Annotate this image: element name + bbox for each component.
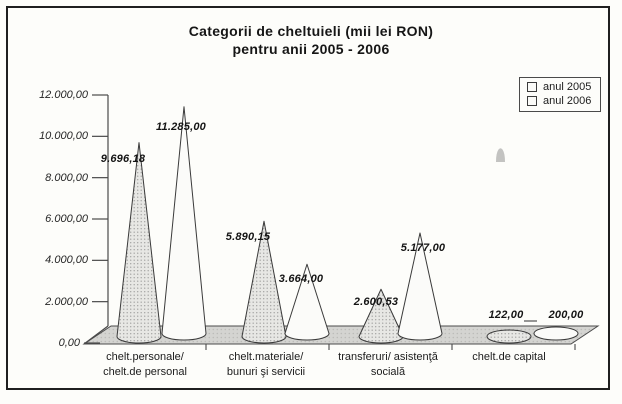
page-border bbox=[6, 6, 610, 390]
y-tick-label: 6.000,00 bbox=[45, 213, 88, 225]
value-label: 9.696,18 bbox=[100, 153, 146, 165]
legend-swatch-2005 bbox=[527, 82, 537, 92]
cone-anul-2006 bbox=[397, 232, 443, 341]
cone-anul-2005 bbox=[241, 220, 287, 344]
cone-anul-2006 bbox=[533, 326, 579, 341]
chart-title-line-2: pentru anii 2005 - 2006 bbox=[232, 41, 390, 57]
legend-swatch-2006 bbox=[527, 96, 537, 106]
value-label: 5.890,15 bbox=[225, 231, 271, 243]
cone-anul-2005 bbox=[358, 288, 404, 344]
value-label: 11.285,00 bbox=[156, 121, 206, 133]
y-tick-label: 0,00 bbox=[58, 337, 80, 349]
legend-item-2005: anul 2005 bbox=[520, 80, 600, 94]
y-tick-label: 2.000,00 bbox=[45, 295, 88, 308]
value-label: 2.600,53 bbox=[353, 296, 399, 308]
cone-anul-2005 bbox=[486, 329, 532, 344]
category-label: chelt.personale/chelt.de personal bbox=[70, 350, 220, 380]
category-label-line: chelt.personale/ bbox=[106, 351, 184, 363]
category-label-line: chelt.de capital bbox=[472, 351, 546, 363]
chart-floor bbox=[82, 325, 600, 345]
cone-anul-2006 bbox=[284, 263, 330, 341]
y-tick-label: 8.000,00 bbox=[45, 171, 88, 184]
cone-anul-2005 bbox=[116, 142, 162, 344]
category-label-line: transferuri/ asistenţă bbox=[338, 351, 438, 363]
y-axis-depth-line bbox=[83, 325, 109, 345]
chart-title: Categorii de cheltuieli (mii lei RON) pe… bbox=[0, 22, 622, 58]
chart-title-line-1: Categorii de cheltuieli (mii lei RON) bbox=[188, 23, 434, 39]
category-label: chelt.materiale/bunuri şi servicii bbox=[191, 350, 341, 380]
legend: anul 2005 anul 2006 bbox=[519, 77, 601, 112]
y-tick-label: 10.000,00 bbox=[39, 130, 88, 143]
value-label: 200,00 bbox=[548, 309, 584, 321]
category-label: chelt.de capital bbox=[434, 350, 584, 365]
cone-anul-2006 bbox=[161, 106, 207, 341]
value-label: 122,00 bbox=[488, 309, 524, 321]
legend-label-2006: anul 2006 bbox=[543, 95, 592, 107]
category-label: transferuri/ asistenţă socială bbox=[313, 350, 463, 380]
legend-item-2006: anul 2006 bbox=[520, 94, 600, 108]
value-label: 5.177,00 bbox=[400, 242, 446, 254]
scan-artifact-blob bbox=[496, 148, 505, 162]
category-label-line: bunuri şi servicii bbox=[226, 366, 306, 378]
value-label: 3.664,00 bbox=[278, 273, 324, 285]
category-label-line: chelt.materiale/ bbox=[228, 351, 304, 363]
category-label-line: socială bbox=[370, 366, 406, 378]
legend-label-2005: anul 2005 bbox=[543, 81, 592, 93]
y-tick-label: 12.000,00 bbox=[39, 89, 88, 101]
y-tick-label: 4.000,00 bbox=[45, 254, 88, 267]
category-label-line: chelt.de personal bbox=[103, 366, 187, 378]
